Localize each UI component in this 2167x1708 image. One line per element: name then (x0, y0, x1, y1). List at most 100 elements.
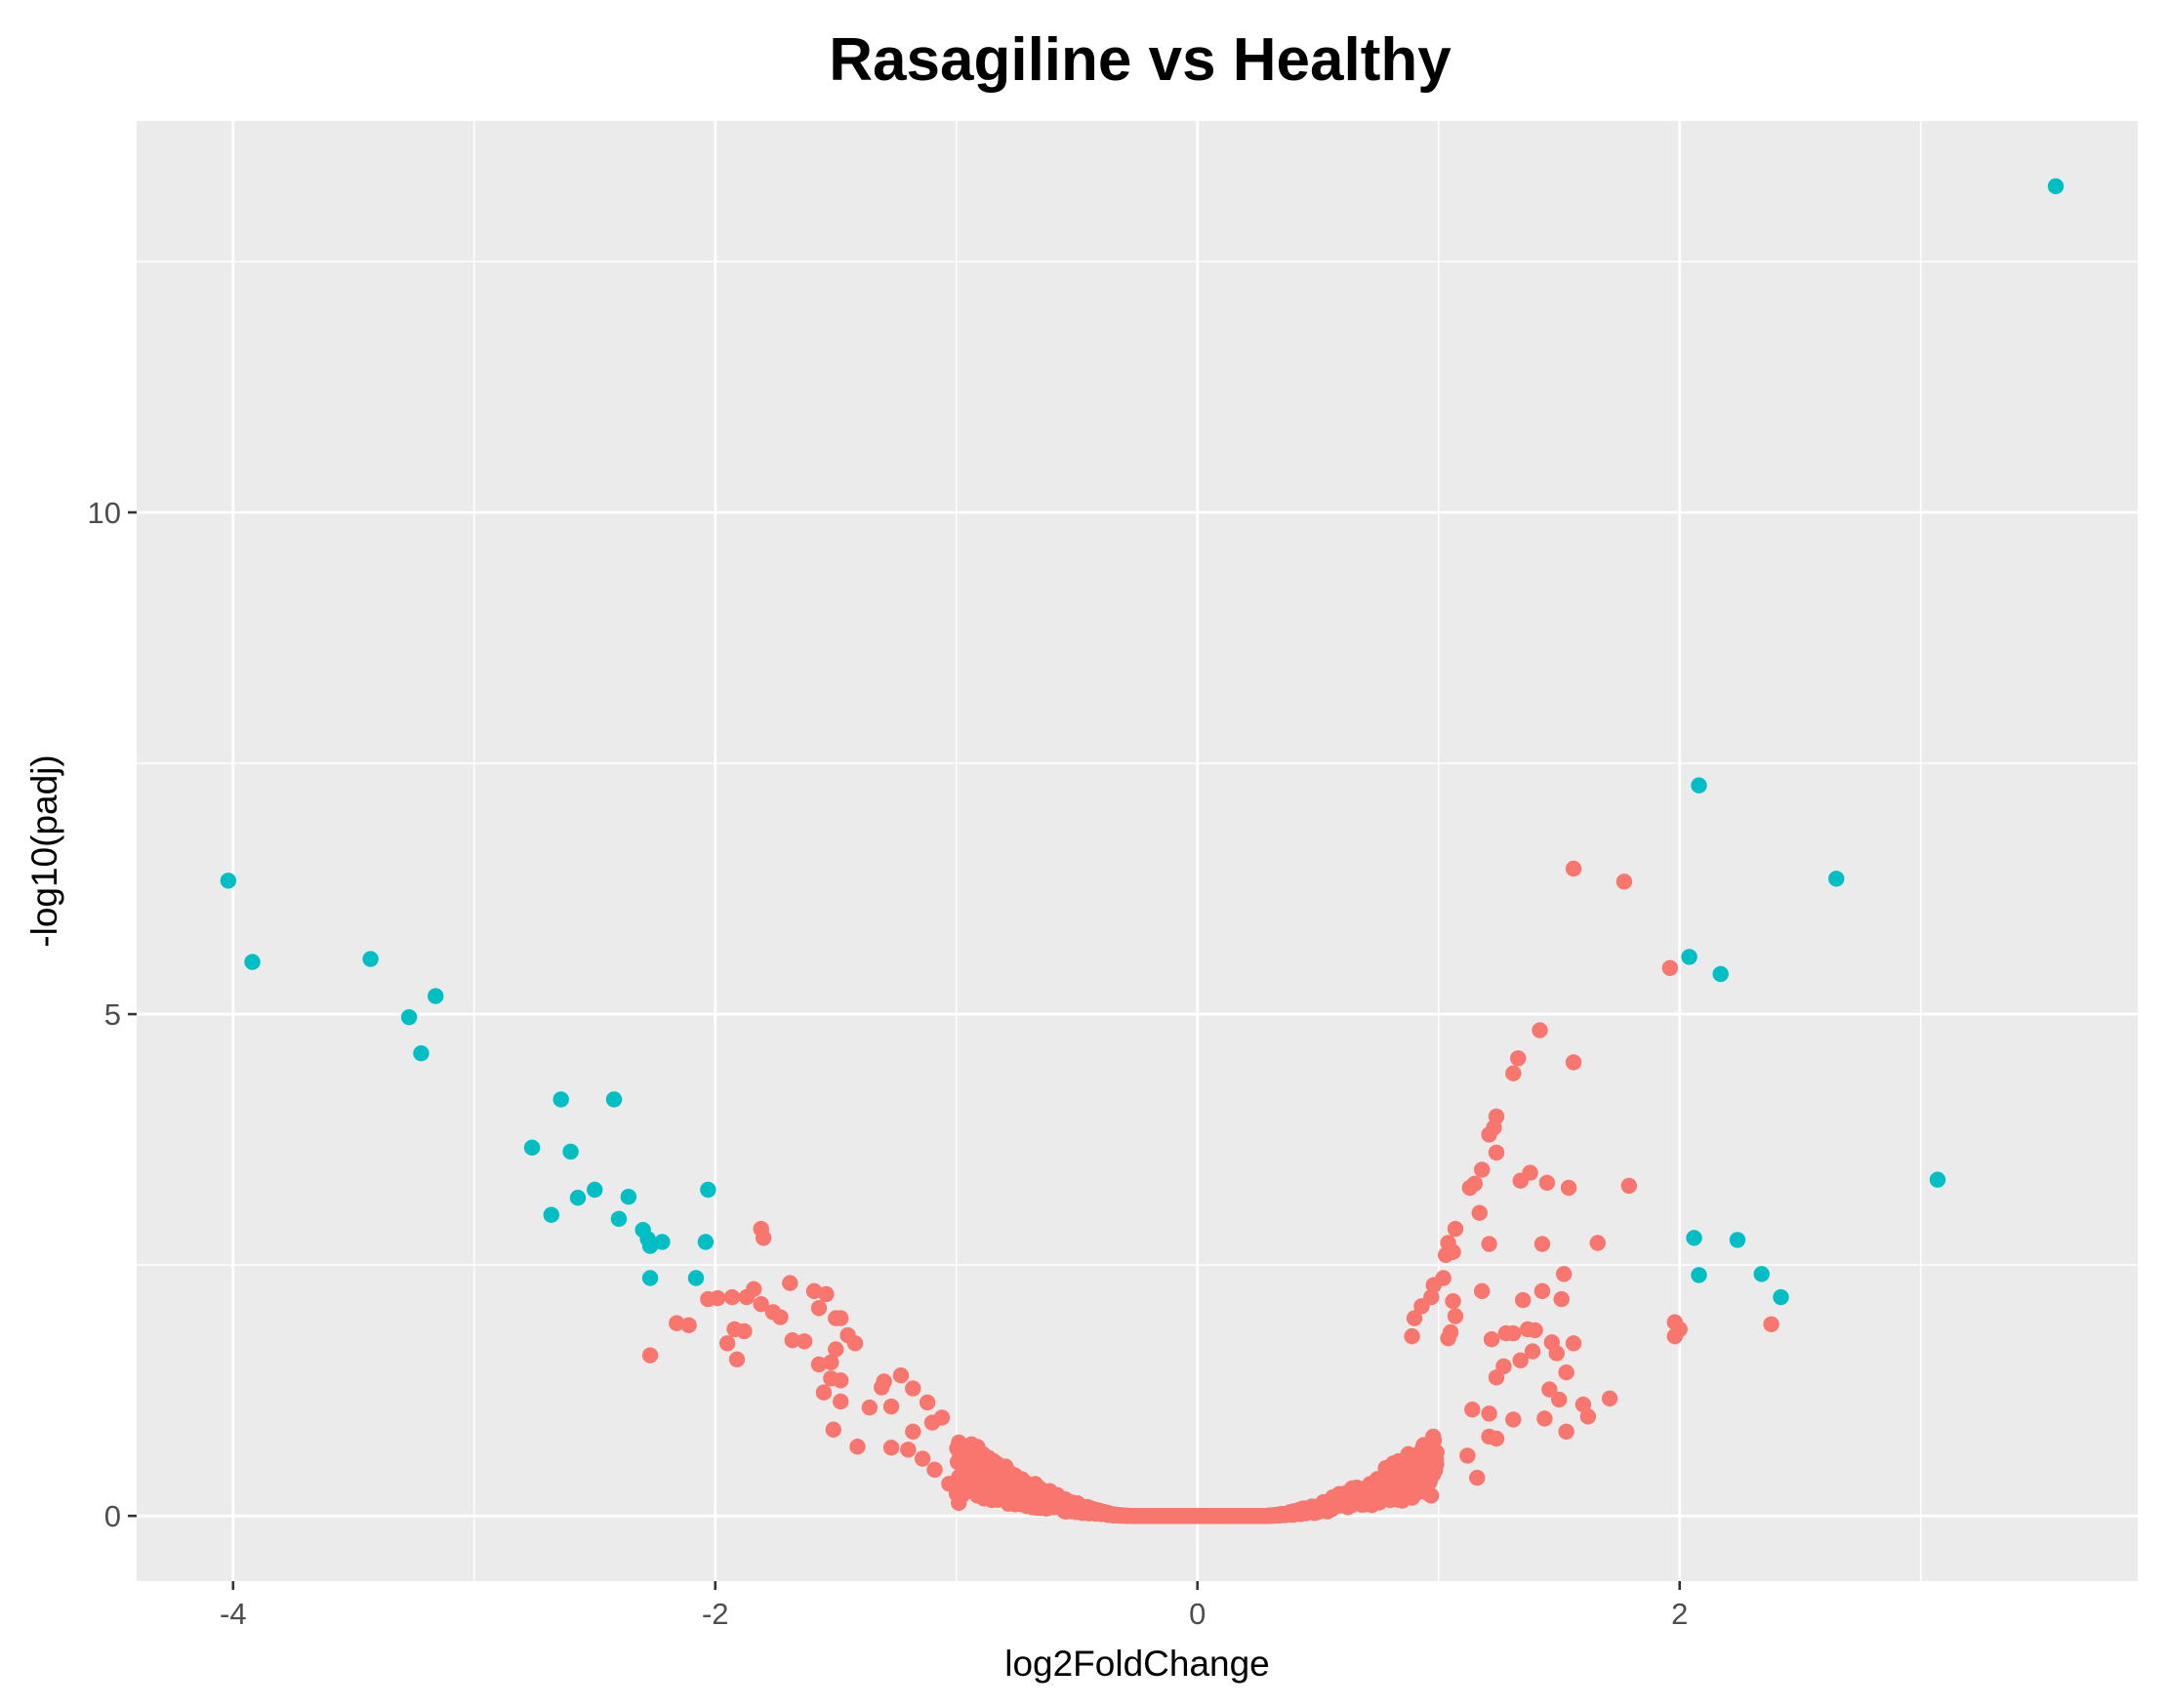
data-point (1192, 1507, 1208, 1525)
data-point (1000, 1495, 1017, 1512)
y-tick-label: 10 (88, 496, 121, 530)
x-tick-label: 2 (1671, 1597, 1688, 1631)
data-point (914, 1450, 931, 1467)
data-point (905, 1380, 921, 1397)
data-point (1398, 1452, 1415, 1470)
data-point (552, 1091, 569, 1108)
data-point (641, 1270, 659, 1286)
data-point (923, 1414, 941, 1431)
data-point (1459, 1447, 1476, 1464)
data-point (1406, 1310, 1423, 1326)
data-point (1206, 1507, 1223, 1525)
data-point (1284, 1505, 1300, 1523)
data-point (818, 1285, 835, 1303)
data-point (1574, 1396, 1592, 1413)
data-point (1014, 1478, 1031, 1494)
data-point (1315, 1500, 1331, 1517)
data-point (1497, 1324, 1515, 1342)
data-point (1565, 860, 1582, 877)
data-point (1440, 1329, 1456, 1347)
data-point (1404, 1327, 1420, 1345)
data-point (428, 988, 444, 1004)
data-point (244, 954, 261, 970)
data-point (1620, 1177, 1638, 1195)
data-point (569, 1190, 587, 1206)
data-point (1661, 959, 1679, 976)
data-point (919, 1394, 936, 1411)
data-point (882, 1440, 900, 1456)
data-point (1447, 1220, 1464, 1238)
data-point (1532, 1022, 1548, 1038)
data-point (1488, 1144, 1505, 1161)
data-point (1551, 1391, 1568, 1408)
data-point (1538, 1174, 1556, 1192)
data-point (605, 1091, 623, 1108)
data-point (620, 1189, 637, 1205)
data-point (1512, 1352, 1529, 1369)
data-point (828, 1310, 844, 1326)
data-point (1560, 1179, 1577, 1197)
data-point (697, 1234, 715, 1250)
data-point (1541, 1381, 1558, 1398)
data-point (1220, 1507, 1237, 1525)
y-axis: 0 5 10 (88, 496, 137, 1533)
data-point (810, 1356, 828, 1373)
data-point (1175, 1507, 1193, 1525)
data-point (1447, 1308, 1464, 1324)
data-point (873, 1379, 890, 1396)
data-point (900, 1442, 917, 1458)
x-axis: -4 -2 0 2 (220, 1581, 1688, 1631)
data-point (882, 1398, 900, 1415)
data-point (400, 1008, 418, 1026)
data-point (1445, 1292, 1461, 1310)
data-point (825, 1421, 841, 1438)
data-point (2047, 178, 2065, 195)
data-point (1098, 1506, 1116, 1523)
data-point (949, 1440, 965, 1457)
x-tick-label: 0 (1189, 1597, 1206, 1631)
data-point (1558, 1423, 1574, 1441)
data-point (1469, 1469, 1486, 1486)
data-point (1553, 1290, 1570, 1308)
data-point (700, 1181, 716, 1199)
data-point (969, 1487, 986, 1504)
data-points (220, 178, 2065, 1525)
data-point (1471, 1204, 1488, 1221)
data-point (669, 1315, 685, 1331)
data-point (1536, 1410, 1553, 1427)
data-point (1481, 1126, 1497, 1143)
data-point (849, 1439, 866, 1455)
x-tick-label: -2 (702, 1597, 729, 1631)
data-point (1083, 1502, 1099, 1519)
data-point (726, 1321, 743, 1338)
data-point (1002, 1465, 1019, 1482)
data-point (755, 1230, 772, 1246)
data-point (728, 1351, 746, 1367)
data-point (1464, 1401, 1481, 1418)
data-point (610, 1210, 628, 1228)
data-point (362, 951, 379, 967)
data-point (951, 1494, 967, 1512)
data-point (1555, 1266, 1573, 1282)
major-gridlines (137, 121, 2138, 1581)
data-point (1533, 1236, 1551, 1252)
data-point (1510, 1050, 1527, 1067)
data-point (926, 1461, 943, 1479)
data-point (1558, 1363, 1574, 1381)
plot-panel (137, 121, 2138, 1581)
data-point (1013, 1494, 1030, 1511)
data-point (1425, 1277, 1442, 1293)
data-point (815, 1384, 833, 1401)
data-point (1488, 1369, 1505, 1386)
data-point (654, 1234, 671, 1250)
data-point (1481, 1236, 1497, 1252)
data-point (892, 1367, 910, 1384)
data-point (1392, 1480, 1410, 1497)
data-point (861, 1399, 879, 1416)
data-point (1270, 1507, 1288, 1524)
data-point (1483, 1331, 1500, 1348)
data-point (1437, 1246, 1454, 1264)
data-point (1420, 1437, 1438, 1454)
data-point (1130, 1507, 1147, 1525)
